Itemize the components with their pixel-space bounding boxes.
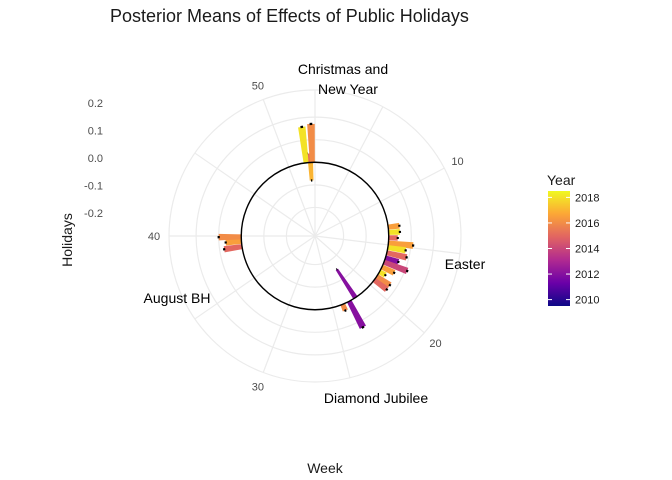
bar-error-tick bbox=[388, 283, 392, 287]
grid-spoke-minor bbox=[194, 235, 316, 320]
bar bbox=[388, 229, 401, 235]
bar bbox=[387, 222, 400, 230]
legend-tick-label: 2018 bbox=[575, 192, 599, 204]
bar bbox=[223, 244, 243, 253]
bar-error-tick bbox=[335, 268, 338, 271]
y-tick-label: -0.1 bbox=[84, 181, 103, 193]
bar bbox=[340, 303, 348, 312]
grid-spoke-minor bbox=[194, 152, 316, 237]
bar bbox=[218, 233, 242, 241]
bar-error-tick bbox=[392, 271, 396, 275]
y-tick-label: 0.1 bbox=[88, 126, 103, 138]
bar bbox=[383, 259, 409, 275]
bar-error-tick bbox=[396, 260, 400, 264]
annotation-diamond-jubilee: Diamond Jubilee bbox=[324, 390, 428, 406]
grid-spoke-minor bbox=[314, 235, 461, 255]
bar bbox=[335, 268, 358, 300]
bar bbox=[387, 245, 407, 254]
axis-ticks: 10 20 30 40 50 0.2 0.1 0.0 -0.1 -0.2 bbox=[84, 80, 464, 393]
x-tick-label: 40 bbox=[148, 231, 160, 243]
bar-error-tick bbox=[385, 287, 389, 292]
bar-layer bbox=[217, 122, 415, 329]
bar bbox=[298, 126, 309, 164]
bar-error-tick bbox=[383, 273, 387, 277]
legend-colorbar bbox=[548, 191, 570, 306]
x-axis-title: Week bbox=[307, 460, 344, 476]
bar bbox=[375, 274, 392, 288]
y-tick-label: 0.2 bbox=[88, 98, 103, 110]
bar-error-tick bbox=[405, 269, 409, 273]
bar bbox=[386, 250, 408, 261]
legend-tick-label: 2010 bbox=[575, 295, 599, 307]
bar-error-tick bbox=[361, 325, 365, 329]
x-tick-label: 30 bbox=[252, 382, 264, 394]
grid-spoke-minor bbox=[314, 235, 351, 378]
x-tick-label: 50 bbox=[252, 80, 264, 92]
chart-title: Posterior Means of Effects of Public Hol… bbox=[110, 6, 469, 26]
bar bbox=[307, 123, 315, 163]
annotation-christmas-line1: Christmas and bbox=[298, 61, 388, 77]
grid-spoke bbox=[262, 235, 316, 373]
bar bbox=[308, 162, 314, 181]
x-tick-label: 20 bbox=[429, 338, 441, 350]
polar-grid bbox=[168, 89, 462, 383]
bar bbox=[380, 264, 396, 276]
bar bbox=[384, 255, 400, 265]
zero-reference-circle bbox=[240, 161, 390, 311]
grid-spoke-minor bbox=[314, 106, 384, 237]
bar bbox=[372, 278, 389, 292]
bar-error-tick bbox=[405, 256, 408, 259]
bar bbox=[388, 240, 414, 249]
annotation-christmas-line2: New Year bbox=[318, 81, 378, 97]
y-axis-title: Holidays bbox=[59, 213, 75, 267]
bar bbox=[225, 238, 242, 246]
legend-ticks: 2018 2016 2014 2012 2010 bbox=[548, 192, 599, 307]
y-tick-label: -0.2 bbox=[84, 208, 103, 220]
legend-tick-label: 2016 bbox=[575, 218, 599, 230]
grid-spoke bbox=[314, 167, 445, 237]
legend-tick-label: 2012 bbox=[575, 269, 599, 281]
x-tick-label: 10 bbox=[451, 156, 463, 168]
grid-spoke bbox=[314, 235, 425, 334]
annotation-easter: Easter bbox=[445, 256, 486, 272]
bar bbox=[347, 300, 366, 329]
grid-spoke bbox=[262, 99, 316, 237]
bar-error-tick bbox=[344, 309, 347, 312]
annotation-august-bh: August BH bbox=[144, 290, 211, 306]
legend: Year 2018 2016 2014 2012 2010 bbox=[547, 172, 599, 307]
bar bbox=[388, 235, 398, 241]
legend-tick-label: 2014 bbox=[575, 244, 599, 256]
legend-title: Year bbox=[547, 172, 576, 188]
y-tick-label: 0.0 bbox=[88, 153, 103, 165]
